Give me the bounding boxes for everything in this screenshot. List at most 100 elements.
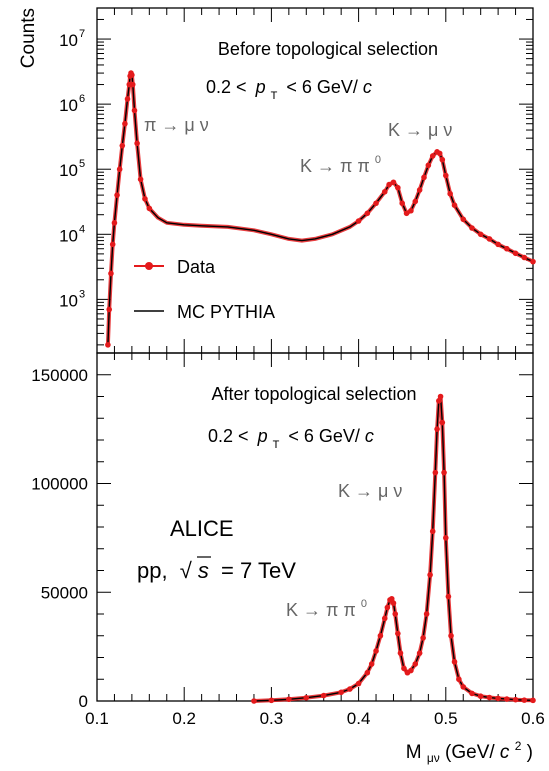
top-data-point [403, 210, 410, 217]
top-data-point [142, 196, 148, 202]
top-y-axis-title: Counts [18, 8, 39, 68]
top-data-point [109, 241, 116, 248]
top-data-point [108, 270, 114, 277]
bottom-data-point [477, 693, 484, 700]
bottom-data-point [384, 604, 391, 611]
collision-system-label: pp, √ s = 7 TeV [137, 558, 296, 583]
top-data-point [421, 174, 427, 181]
top-data-point [477, 231, 484, 238]
top-data-point [122, 120, 128, 127]
bottom-pt-range-label: 0.2 < p T < 6 GeV/ c [208, 426, 374, 452]
top-kaon-mu-label: K → μ ν [388, 120, 452, 140]
bottom-pt-sub: T [273, 439, 280, 451]
bottom-kaon-pi-label: K → π π 0 [286, 598, 367, 620]
bottom-data-point [408, 667, 414, 674]
bottom-data-point [388, 595, 395, 602]
top-data-point [436, 150, 443, 157]
bottom-x-tick-label: 0.3 [260, 709, 284, 728]
bottom-data-point [448, 632, 454, 639]
top-data-point [495, 241, 501, 248]
top-data-point [439, 156, 446, 163]
bottom-data-point [456, 676, 462, 683]
bottom-data-point [390, 600, 397, 606]
top-data-point [416, 187, 423, 193]
bottom-data-points [251, 393, 536, 704]
top-data-points [105, 70, 536, 348]
bottom-data-point [460, 684, 467, 690]
x-title-sup: 2 [515, 739, 522, 753]
top-pt-sub: T [271, 90, 278, 102]
top-data-point [129, 81, 136, 88]
top-kaon-pi-sup: 0 [375, 154, 381, 166]
bottom-data-point [437, 393, 444, 400]
top-data-point [408, 207, 414, 214]
legend-data-marker [145, 262, 153, 270]
top-kaon-pi-text: K → π π [300, 156, 370, 176]
bottom-kaon-mu-label: K → μ ν [338, 481, 402, 501]
bottom-data-point [347, 686, 353, 692]
bottom-data-point [436, 398, 442, 404]
bottom-pt-lo: 0.2 < [208, 426, 249, 446]
top-data-point [381, 188, 388, 195]
top-y-tick-exponent: 7 [79, 28, 85, 40]
bottom-data-point [512, 696, 519, 703]
bottom-y-tick-label: 0 [79, 692, 88, 711]
bottom-data-point [423, 611, 430, 617]
top-data-point [129, 72, 135, 78]
top-data-point [386, 181, 392, 188]
bottom-data-point [320, 692, 327, 699]
bottom-data-point [395, 630, 401, 637]
bottom-data-point [439, 419, 446, 426]
top-data-point [134, 140, 140, 147]
x-title-unit: (GeV/ [445, 742, 495, 763]
bottom-data-point [355, 680, 362, 687]
bottom-x-tick-label: 0.1 [85, 709, 109, 728]
bottom-data-point [504, 696, 510, 702]
bottom-data-point [416, 650, 423, 656]
top-y-tick-label: 10 [59, 291, 78, 310]
top-pt-range-label: 0.2 < p T < 6 GeV/ c [206, 77, 372, 103]
top-data-point [390, 179, 397, 186]
top-data-point [105, 342, 111, 348]
bottom-kaon-pi-text: K → π π [286, 600, 356, 620]
top-data-point [512, 250, 519, 257]
bottom-x-tick-label: 0.5 [434, 709, 458, 728]
bottom-data-point [303, 694, 310, 701]
bottom-data-point [521, 697, 528, 703]
top-mc-curve [107, 72, 534, 345]
bottom-x-tick-labels: 0.1 0.2 0.3 0.4 0.5 0.6 [85, 709, 545, 728]
bottom-data-point [432, 469, 439, 476]
top-data-point [373, 200, 379, 207]
top-data-point [124, 96, 131, 102]
top-data-point [106, 306, 113, 313]
top-data-point [146, 205, 153, 212]
x-title-main: M [406, 742, 422, 763]
bottom-data-point [397, 650, 404, 656]
top-y-tick-label: 10 [59, 161, 78, 180]
top-data-point [425, 162, 432, 169]
bottom-data-point [373, 648, 379, 654]
top-axis-ticks [96, 7, 534, 353]
bottom-data-point [401, 665, 407, 672]
top-data-point [447, 190, 453, 197]
x-title-sub: μν [427, 751, 440, 765]
bottom-data-point [392, 611, 399, 617]
bottom-pt-hi: < 6 GeV/ [288, 426, 360, 446]
top-data-point [412, 198, 419, 205]
top-data-point [355, 218, 362, 224]
top-pion-decay-label: π → μ ν [144, 115, 209, 135]
bottom-selection-label: After topological selection [211, 384, 416, 404]
x-title-close: ) [527, 742, 533, 763]
system-text: pp, [137, 558, 168, 583]
bottom-data-point [445, 593, 452, 600]
top-data-point [443, 172, 449, 179]
top-pt-var: p [255, 77, 266, 97]
bottom-data-point [429, 528, 436, 535]
bottom-y-tick-label: 100000 [31, 475, 88, 494]
bottom-x-tick-label: 0.4 [347, 709, 371, 728]
bottom-data-point [495, 695, 501, 702]
energy-var: s [198, 558, 209, 583]
energy-value: = 7 TeV [221, 558, 296, 583]
bottom-data-point [443, 535, 449, 541]
